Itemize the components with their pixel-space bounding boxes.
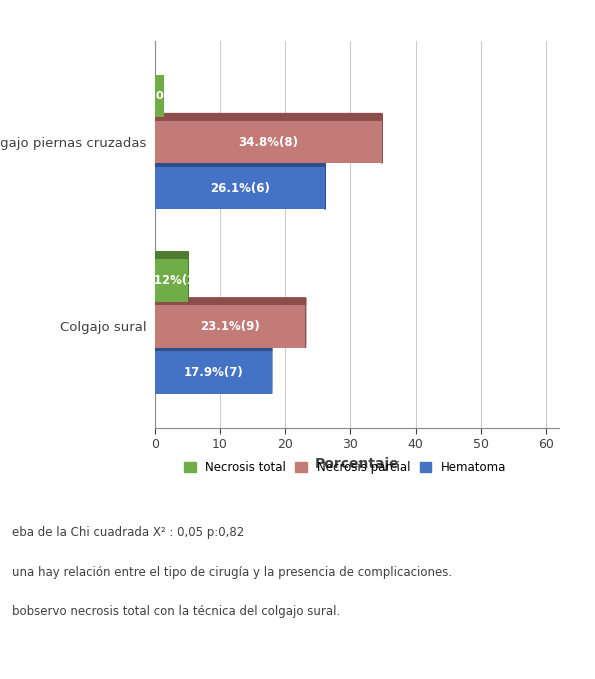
Text: 17.9%(7): 17.9%(7)	[183, 366, 243, 379]
Text: 26.1%(6): 26.1%(6)	[210, 182, 270, 195]
Polygon shape	[155, 160, 325, 167]
Bar	[155, 351, 271, 394]
Text: 5.12%(2): 5.12%(2)	[142, 274, 201, 287]
Text: bobservo necrosis total con la técnica del colgajo sural.: bobservo necrosis total con la técnica d…	[12, 605, 340, 618]
Text: 34.8%(8): 34.8%(8)	[238, 136, 298, 149]
Bar	[155, 306, 305, 348]
Text: eba de la Chi cuadrada X² : 0,05 p:0,82: eba de la Chi cuadrada X² : 0,05 p:0,82	[12, 526, 244, 539]
Bar	[155, 75, 164, 117]
Bar	[155, 121, 382, 164]
Text: 23.1%(9): 23.1%(9)	[200, 320, 260, 333]
Polygon shape	[155, 252, 188, 259]
Polygon shape	[155, 113, 382, 121]
Text: 0: 0	[156, 91, 164, 101]
Legend: Necrosis total, Necrosis parcial, Hematoma: Necrosis total, Necrosis parcial, Hemato…	[180, 458, 510, 477]
Polygon shape	[155, 298, 306, 306]
Polygon shape	[155, 344, 272, 351]
Text: una hay relación entre el tipo de cirugía y la presencia de complicaciones.: una hay relación entre el tipo de cirugí…	[12, 566, 452, 579]
Bar	[155, 167, 325, 209]
Bar	[155, 259, 188, 301]
X-axis label: Porcentaje: Porcentaje	[315, 457, 399, 471]
